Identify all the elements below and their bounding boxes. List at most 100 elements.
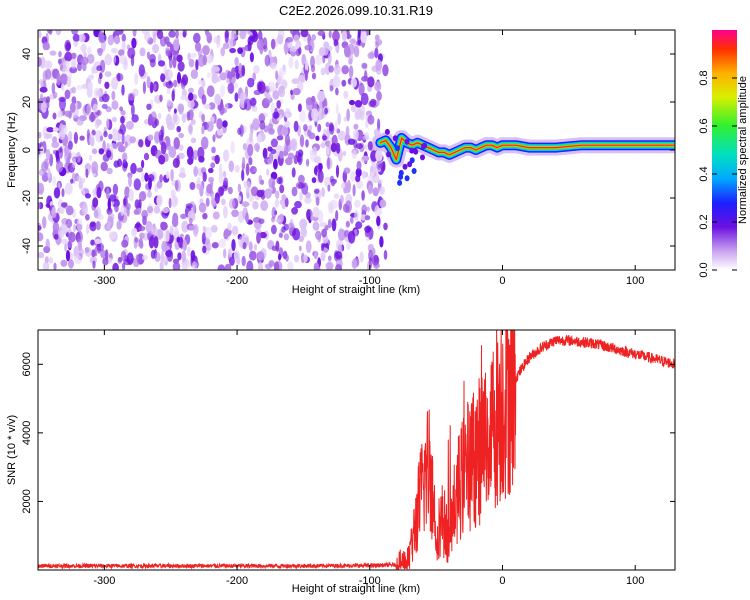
heatmap-cell bbox=[312, 206, 320, 218]
heatmap-cell bbox=[156, 30, 164, 40]
colorbar-tick-label: 0.2 bbox=[698, 214, 710, 229]
heatmap-cell bbox=[337, 244, 343, 254]
heatmap-cell bbox=[252, 72, 256, 82]
heatmap-cell bbox=[85, 214, 90, 221]
heatmap-cell bbox=[329, 85, 334, 92]
heatmap-cell bbox=[253, 243, 257, 251]
heatmap-cell bbox=[142, 81, 146, 94]
heatmap-cell bbox=[383, 249, 388, 260]
heatmap-cell bbox=[188, 87, 194, 94]
heatmap-cell bbox=[121, 159, 128, 172]
colorbar-label: Normalized spectral amplitude bbox=[737, 76, 749, 224]
heatmap-cell bbox=[346, 108, 350, 122]
heatmap-cell bbox=[222, 170, 227, 178]
heatmap-cell bbox=[313, 262, 320, 270]
heatmap-cell bbox=[100, 161, 108, 172]
heatmap-cell bbox=[126, 252, 134, 265]
heatmap-cell bbox=[217, 264, 226, 270]
heatmap-cell bbox=[54, 234, 59, 240]
heatmap-cell bbox=[160, 221, 168, 231]
heatmap-cell bbox=[218, 238, 227, 248]
heatmap-cell bbox=[57, 110, 63, 118]
heatmap-cell bbox=[229, 47, 237, 54]
heatmap-cell bbox=[96, 109, 102, 116]
heatmap-cell bbox=[179, 32, 183, 38]
heatmap-cell bbox=[290, 45, 297, 53]
heatmap-cell bbox=[124, 141, 128, 149]
heatmap-cell bbox=[168, 70, 173, 79]
heatmap-cell bbox=[156, 194, 163, 207]
heatmap-cell bbox=[276, 100, 282, 109]
y-tick-label: 2000 bbox=[21, 489, 33, 513]
heatmap-cell bbox=[111, 100, 119, 110]
heatmap-cell bbox=[332, 75, 341, 88]
heatmap-cell bbox=[376, 215, 381, 227]
heatmap-cell bbox=[61, 188, 65, 198]
heatmap-cell bbox=[190, 149, 195, 162]
heatmap-cell bbox=[327, 184, 331, 192]
heatmap-cell bbox=[165, 81, 174, 89]
heatmap-cell bbox=[230, 141, 235, 154]
heatmap-cell bbox=[333, 39, 339, 47]
heatmap-cell bbox=[66, 76, 72, 88]
colorbar-tick-label: 0.8 bbox=[698, 70, 710, 85]
heatmap-cell bbox=[377, 178, 383, 184]
heatmap-cell bbox=[72, 157, 76, 169]
heatmap-cell bbox=[297, 103, 302, 112]
heatmap-cell bbox=[248, 193, 255, 203]
heatmap-cell bbox=[118, 54, 127, 65]
heatmap-cell bbox=[256, 232, 261, 244]
heatmap-cell bbox=[166, 99, 172, 107]
heatmap-cell bbox=[121, 41, 126, 52]
heatmap-cell bbox=[45, 238, 50, 250]
heatmap-cell bbox=[392, 135, 398, 142]
heatmap-cell bbox=[379, 236, 384, 248]
heatmap-cell bbox=[298, 174, 305, 184]
heatmap-cell bbox=[376, 91, 382, 101]
heatmap-cell bbox=[295, 150, 299, 158]
heatmap-cell bbox=[305, 139, 309, 148]
heatmap-cell bbox=[94, 238, 102, 244]
colorbar-tick-label: 0.4 bbox=[698, 166, 710, 181]
heatmap-cell bbox=[335, 103, 339, 115]
heatmap-cell bbox=[220, 47, 225, 57]
heatmap-cell bbox=[291, 78, 300, 85]
heatmap-cell bbox=[154, 118, 160, 127]
heatmap-cell bbox=[176, 54, 183, 63]
heatmap-cell bbox=[172, 157, 180, 169]
heatmap-cell bbox=[212, 134, 216, 143]
heatmap-cell bbox=[195, 59, 199, 71]
heatmap-cell bbox=[364, 225, 371, 233]
x-tick-label: 100 bbox=[626, 575, 644, 587]
heatmap-cell bbox=[275, 70, 279, 80]
heatmap-cell bbox=[407, 161, 413, 168]
heatmap-cell bbox=[72, 33, 81, 42]
heatmap-cell bbox=[187, 99, 195, 109]
heatmap-cell bbox=[95, 89, 104, 97]
heatmap-cell bbox=[78, 180, 83, 190]
heatmap-cell bbox=[228, 198, 236, 209]
heatmap-cell bbox=[367, 76, 375, 88]
heatmap-cell bbox=[95, 119, 102, 126]
heatmap-cell bbox=[70, 178, 74, 184]
heatmap-cell bbox=[91, 66, 95, 75]
heatmap-cell bbox=[116, 141, 124, 147]
heatmap-cell bbox=[329, 123, 335, 135]
heatmap-cell bbox=[341, 65, 350, 75]
heatmap-cell bbox=[307, 129, 312, 137]
heatmap-cell bbox=[299, 134, 305, 148]
heatmap-cell bbox=[258, 218, 265, 224]
heatmap-cell bbox=[315, 135, 320, 141]
heatmap-cell bbox=[294, 200, 302, 209]
heatmap-cell bbox=[409, 157, 415, 164]
heatmap-cell bbox=[278, 253, 282, 261]
heatmap-cell bbox=[271, 206, 277, 220]
heatmap-cell bbox=[64, 144, 70, 156]
heatmap-cell bbox=[367, 243, 374, 253]
heatmap-cell bbox=[84, 246, 92, 257]
heatmap-cell bbox=[214, 93, 222, 105]
heatmap-cell bbox=[141, 209, 149, 219]
heatmap-cell bbox=[279, 150, 284, 159]
heatmap-cell bbox=[111, 116, 117, 123]
heatmap-cell bbox=[290, 30, 297, 35]
